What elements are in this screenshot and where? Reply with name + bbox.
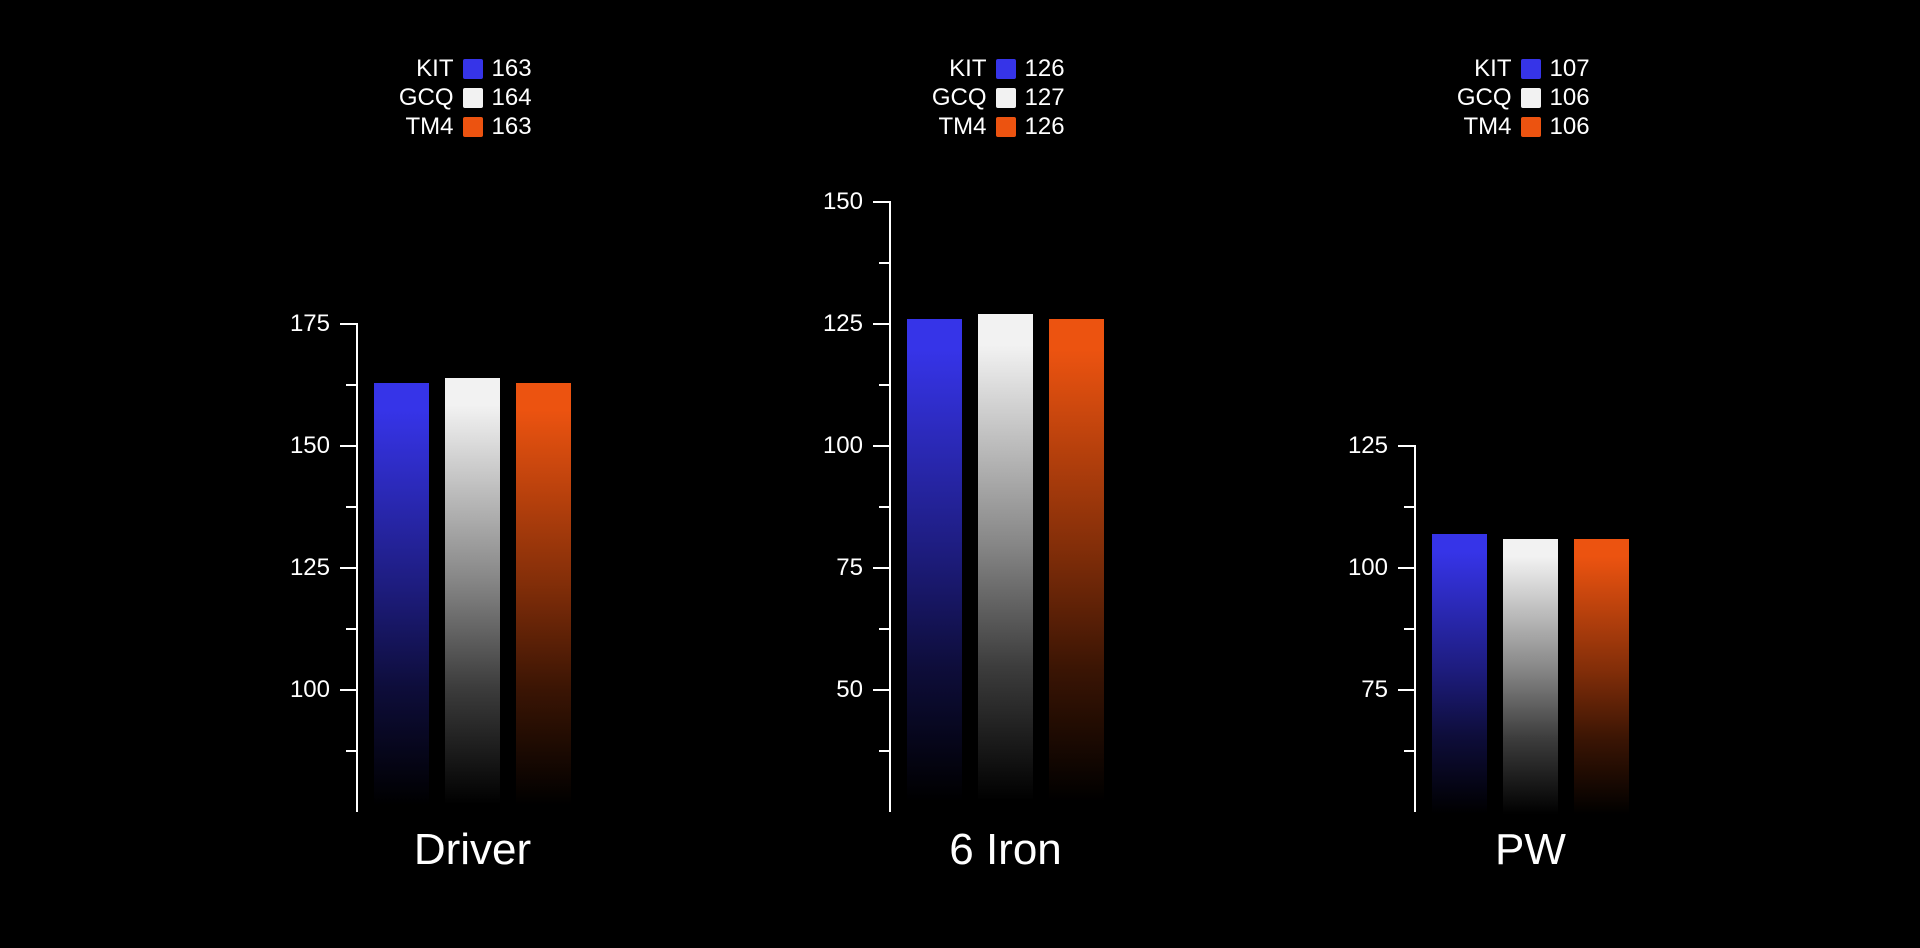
legend-series-value: 164 bbox=[491, 83, 532, 111]
legend-series-value: 163 bbox=[491, 112, 532, 140]
legend-series-value: 107 bbox=[1549, 54, 1590, 82]
y-tick-major bbox=[873, 567, 889, 569]
y-tick-minor bbox=[879, 750, 889, 752]
y-tick-minor bbox=[346, 384, 356, 386]
bar-gcq bbox=[978, 314, 1033, 832]
legend-series-label: GCQ bbox=[931, 83, 987, 111]
y-tick-major bbox=[340, 445, 356, 447]
y-tick-label: 100 bbox=[289, 676, 330, 703]
legend-series-label: TM4 bbox=[405, 112, 454, 140]
bar-gcq bbox=[445, 377, 500, 832]
y-tick-label: 75 bbox=[1361, 676, 1388, 703]
y-tick-major bbox=[1398, 567, 1414, 569]
legend: KIT 126 GCQ 127 TM4 126 bbox=[877, 54, 1135, 141]
legend-row-tm4: TM4 126 bbox=[877, 112, 1135, 141]
y-tick-label: 125 bbox=[1347, 432, 1388, 459]
y-tick-label: 50 bbox=[836, 676, 863, 703]
legend-series-value: 163 bbox=[491, 54, 532, 82]
y-tick-label: 100 bbox=[822, 432, 863, 459]
bar-tm4 bbox=[1574, 538, 1629, 832]
y-axis-line bbox=[889, 201, 891, 812]
legend-series-label: GCQ bbox=[398, 83, 454, 111]
legend-row-kit: KIT 163 bbox=[344, 54, 602, 83]
chart-title: Driver bbox=[413, 825, 532, 874]
bar-gcq bbox=[1503, 538, 1558, 832]
legend-color-swatch bbox=[1520, 116, 1541, 137]
y-tick-minor bbox=[879, 262, 889, 264]
y-tick-major bbox=[1398, 689, 1414, 691]
legend-row-gcq: GCQ 106 bbox=[1402, 83, 1660, 112]
y-tick-minor bbox=[1404, 750, 1414, 752]
legend-series-label: GCQ bbox=[1456, 83, 1512, 111]
chart-title: 6 Iron bbox=[949, 825, 1062, 874]
bar-tm4 bbox=[516, 382, 571, 832]
y-tick-major bbox=[873, 689, 889, 691]
legend-row-tm4: TM4 106 bbox=[1402, 112, 1660, 141]
y-tick-label: 150 bbox=[822, 188, 863, 215]
chart-title: PW bbox=[1495, 825, 1566, 874]
legend-series-label: TM4 bbox=[1463, 112, 1512, 140]
legend-row-kit: KIT 107 bbox=[1402, 54, 1660, 83]
y-tick-minor bbox=[879, 506, 889, 508]
legend-color-swatch bbox=[462, 116, 483, 137]
legend-series-value: 127 bbox=[1024, 83, 1065, 111]
y-tick-major bbox=[873, 201, 889, 203]
legend-series-value: 126 bbox=[1024, 112, 1065, 140]
y-tick-major bbox=[340, 323, 356, 325]
y-tick-minor bbox=[346, 628, 356, 630]
y-tick-label: 100 bbox=[1347, 554, 1388, 581]
y-tick-label: 125 bbox=[289, 554, 330, 581]
bar-kit bbox=[907, 319, 962, 832]
bar-kit bbox=[1432, 533, 1487, 832]
legend: KIT 107 GCQ 106 TM4 106 bbox=[1402, 54, 1660, 141]
y-tick-minor bbox=[879, 384, 889, 386]
y-tick-minor bbox=[879, 628, 889, 630]
legend-color-swatch bbox=[462, 58, 483, 79]
y-axis-line bbox=[356, 323, 358, 812]
legend: KIT 163 GCQ 164 TM4 163 bbox=[344, 54, 602, 141]
legend-series-label: KIT bbox=[949, 54, 987, 82]
bar-tm4 bbox=[1049, 319, 1104, 832]
legend-series-value: 106 bbox=[1549, 112, 1590, 140]
y-tick-label: 75 bbox=[836, 554, 863, 581]
legend-series-label: KIT bbox=[1474, 54, 1512, 82]
y-tick-major bbox=[1398, 445, 1414, 447]
legend-series-value: 106 bbox=[1549, 83, 1590, 111]
legend-color-swatch bbox=[462, 87, 483, 108]
legend-row-kit: KIT 126 bbox=[877, 54, 1135, 83]
legend-series-label: KIT bbox=[416, 54, 454, 82]
y-tick-minor bbox=[346, 750, 356, 752]
legend-series-label: TM4 bbox=[938, 112, 987, 140]
legend-color-swatch bbox=[1520, 58, 1541, 79]
y-axis-line bbox=[1414, 445, 1416, 812]
legend-color-swatch bbox=[995, 116, 1016, 137]
y-tick-minor bbox=[1404, 628, 1414, 630]
y-tick-label: 175 bbox=[289, 310, 330, 337]
y-tick-label: 125 bbox=[822, 310, 863, 337]
legend-row-gcq: GCQ 127 bbox=[877, 83, 1135, 112]
y-tick-minor bbox=[346, 506, 356, 508]
legend-series-value: 126 bbox=[1024, 54, 1065, 82]
y-tick-minor bbox=[1404, 506, 1414, 508]
y-tick-major bbox=[340, 567, 356, 569]
y-tick-major bbox=[340, 689, 356, 691]
bar-kit bbox=[374, 382, 429, 832]
legend-color-swatch bbox=[995, 58, 1016, 79]
legend-color-swatch bbox=[1520, 87, 1541, 108]
y-tick-label: 150 bbox=[289, 432, 330, 459]
legend-color-swatch bbox=[995, 87, 1016, 108]
y-tick-major bbox=[873, 323, 889, 325]
y-tick-major bbox=[873, 445, 889, 447]
legend-row-tm4: TM4 163 bbox=[344, 112, 602, 141]
legend-row-gcq: GCQ 164 bbox=[344, 83, 602, 112]
